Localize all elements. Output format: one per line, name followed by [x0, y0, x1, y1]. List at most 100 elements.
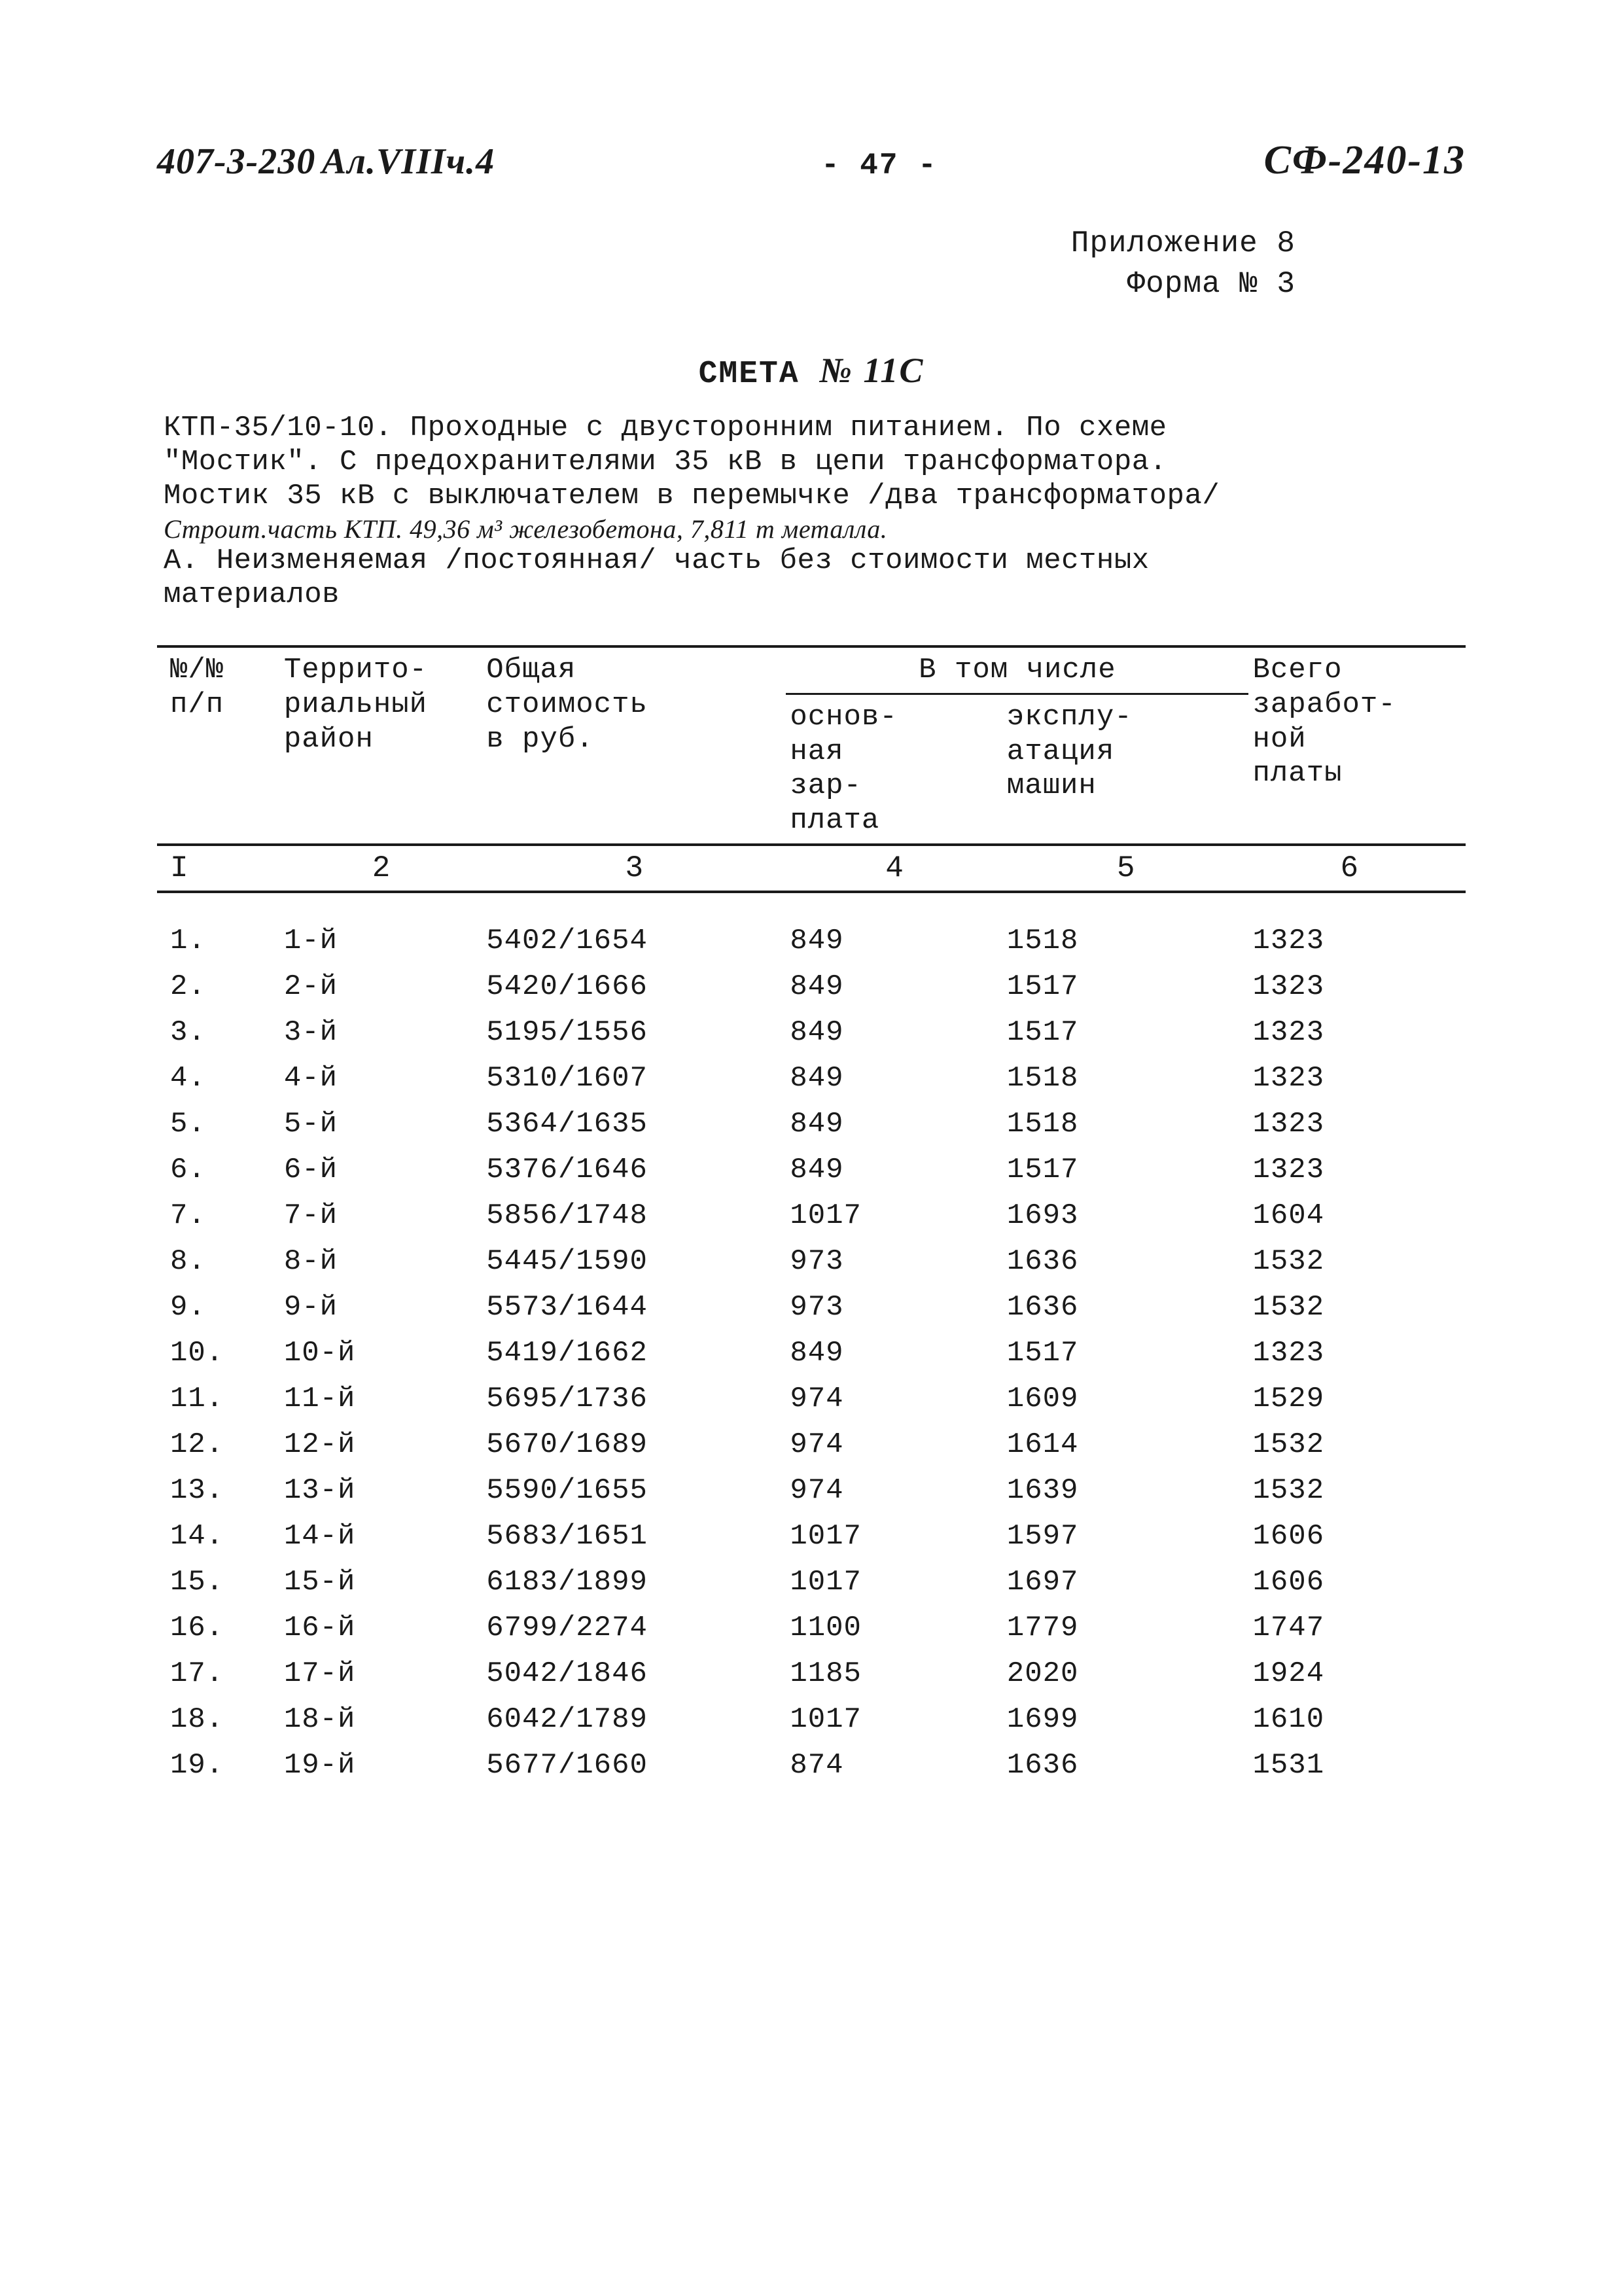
- cell-total-cost: 5419/1662: [482, 1330, 786, 1376]
- cell-total-wages: 1323: [1248, 918, 1466, 964]
- col-header-num: №/№ п/п: [157, 646, 280, 845]
- cell-rownum: 13.: [157, 1468, 280, 1513]
- cell-region: 12-й: [280, 1422, 482, 1468]
- cell-machine-ops: 1697: [1003, 1559, 1249, 1605]
- table-row: 17.17-й5042/1846118520201924: [157, 1651, 1466, 1697]
- cell-rownum: 10.: [157, 1330, 280, 1376]
- cell-machine-ops: 1517: [1003, 1010, 1249, 1055]
- cell-base-wage: 973: [786, 1239, 1002, 1284]
- table-row: 7.7-й5856/1748101716931604: [157, 1193, 1466, 1239]
- cell-region: 8-й: [280, 1239, 482, 1284]
- cell-total-cost: 6183/1899: [482, 1559, 786, 1605]
- cell-rownum: 3.: [157, 1010, 280, 1055]
- col-header-region: Террито- риальный район: [280, 646, 482, 845]
- cell-base-wage: 849: [786, 1147, 1002, 1193]
- cell-rownum: 5.: [157, 1101, 280, 1147]
- table-row: 15.15-й6183/1899101716971606: [157, 1559, 1466, 1605]
- cell-machine-ops: 1636: [1003, 1239, 1249, 1284]
- cell-machine-ops: 1636: [1003, 1284, 1249, 1330]
- cell-total-cost: 5573/1644: [482, 1284, 786, 1330]
- colnum: 5: [1003, 845, 1249, 892]
- table-row: 1.1-й5402/165484915181323: [157, 918, 1466, 964]
- cell-base-wage: 1017: [786, 1193, 1002, 1239]
- cell-region: 5-й: [280, 1101, 482, 1147]
- desc-line: Мостик 35 кВ с выключателем в перемычке …: [164, 480, 1453, 514]
- cell-base-wage: 973: [786, 1284, 1002, 1330]
- column-number-row: I 2 3 4 5 6: [157, 845, 1466, 892]
- cell-base-wage: 849: [786, 1055, 1002, 1101]
- cell-region: 2-й: [280, 964, 482, 1010]
- cell-region: 3-й: [280, 1010, 482, 1055]
- cell-region: 16-й: [280, 1605, 482, 1651]
- cell-region: 18-й: [280, 1697, 482, 1742]
- cell-region: 14-й: [280, 1513, 482, 1559]
- cell-rownum: 19.: [157, 1742, 280, 1788]
- cell-machine-ops: 1518: [1003, 1101, 1249, 1147]
- cell-total-wages: 1532: [1248, 1239, 1466, 1284]
- annex-line-1: Приложение 8: [157, 223, 1296, 264]
- cell-rownum: 8.: [157, 1239, 280, 1284]
- col-header-total-wages: Всего заработ- ной платы: [1248, 646, 1466, 845]
- cell-total-cost: 6042/1789: [482, 1697, 786, 1742]
- cell-total-cost: 5856/1748: [482, 1193, 786, 1239]
- table-row: 9.9-й5573/164497316361532: [157, 1284, 1466, 1330]
- table-row: 10.10-й5419/166284915171323: [157, 1330, 1466, 1376]
- left-code-suffix: Ал.VIIIч.4: [322, 141, 495, 182]
- cell-machine-ops: 1614: [1003, 1422, 1249, 1468]
- cell-total-cost: 5590/1655: [482, 1468, 786, 1513]
- cell-base-wage: 849: [786, 964, 1002, 1010]
- cell-region: 7-й: [280, 1193, 482, 1239]
- cell-base-wage: 974: [786, 1422, 1002, 1468]
- table-row: 16.16-й6799/2274110017791747: [157, 1605, 1466, 1651]
- colnum: 4: [786, 845, 1002, 892]
- cell-total-cost: 5364/1635: [482, 1101, 786, 1147]
- table-row: 12.12-й5670/168997416141532: [157, 1422, 1466, 1468]
- title-number: № 11С: [819, 351, 924, 390]
- cell-base-wage: 1185: [786, 1651, 1002, 1697]
- cell-machine-ops: 1693: [1003, 1193, 1249, 1239]
- cell-rownum: 17.: [157, 1651, 280, 1697]
- table-row: 8.8-й5445/159097316361532: [157, 1239, 1466, 1284]
- cell-base-wage: 874: [786, 1742, 1002, 1788]
- cell-total-wages: 1323: [1248, 1055, 1466, 1101]
- cell-machine-ops: 1639: [1003, 1468, 1249, 1513]
- cell-rownum: 2.: [157, 964, 280, 1010]
- cell-machine-ops: 1779: [1003, 1605, 1249, 1651]
- cell-total-cost: 5420/1666: [482, 964, 786, 1010]
- cell-total-wages: 1531: [1248, 1742, 1466, 1788]
- cell-region: 10-й: [280, 1330, 482, 1376]
- cell-total-wages: 1532: [1248, 1284, 1466, 1330]
- cell-total-wages: 1323: [1248, 1147, 1466, 1193]
- left-code: 407-3-230: [157, 141, 315, 182]
- cell-total-wages: 1323: [1248, 1330, 1466, 1376]
- cell-base-wage: 1017: [786, 1513, 1002, 1559]
- table-row: 5.5-й5364/163584915181323: [157, 1101, 1466, 1147]
- cell-total-wages: 1532: [1248, 1468, 1466, 1513]
- cell-total-cost: 5376/1646: [482, 1147, 786, 1193]
- cell-total-wages: 1606: [1248, 1559, 1466, 1605]
- cell-total-cost: 5310/1607: [482, 1055, 786, 1101]
- table-row: 2.2-й5420/166684915171323: [157, 964, 1466, 1010]
- title-prefix: СМЕТА: [699, 357, 800, 392]
- cell-machine-ops: 1699: [1003, 1697, 1249, 1742]
- cell-machine-ops: 1517: [1003, 1147, 1249, 1193]
- desc-line: "Мостик". С предохранителями 35 кВ в цеп…: [164, 446, 1453, 480]
- cell-total-cost: 5445/1590: [482, 1239, 786, 1284]
- cell-base-wage: 849: [786, 1101, 1002, 1147]
- cell-total-cost: 6799/2274: [482, 1605, 786, 1651]
- cell-region: 4-й: [280, 1055, 482, 1101]
- cell-machine-ops: 1517: [1003, 964, 1249, 1010]
- annex-line-2: Форма № 3: [157, 264, 1296, 304]
- cell-total-cost: 5683/1651: [482, 1513, 786, 1559]
- cell-base-wage: 849: [786, 1010, 1002, 1055]
- cell-total-cost: 5670/1689: [482, 1422, 786, 1468]
- cell-rownum: 12.: [157, 1422, 280, 1468]
- cell-base-wage: 974: [786, 1376, 1002, 1422]
- table-row: 13.13-й5590/165597416391532: [157, 1468, 1466, 1513]
- cell-rownum: 9.: [157, 1284, 280, 1330]
- cell-total-wages: 1323: [1248, 1010, 1466, 1055]
- col-header-total-cost: Общая стоимость в руб.: [482, 646, 786, 845]
- description-block: КТП-35/10-10. Проходные с двусторонним п…: [157, 412, 1466, 612]
- desc-line: материалов: [164, 578, 1453, 612]
- cell-total-wages: 1606: [1248, 1513, 1466, 1559]
